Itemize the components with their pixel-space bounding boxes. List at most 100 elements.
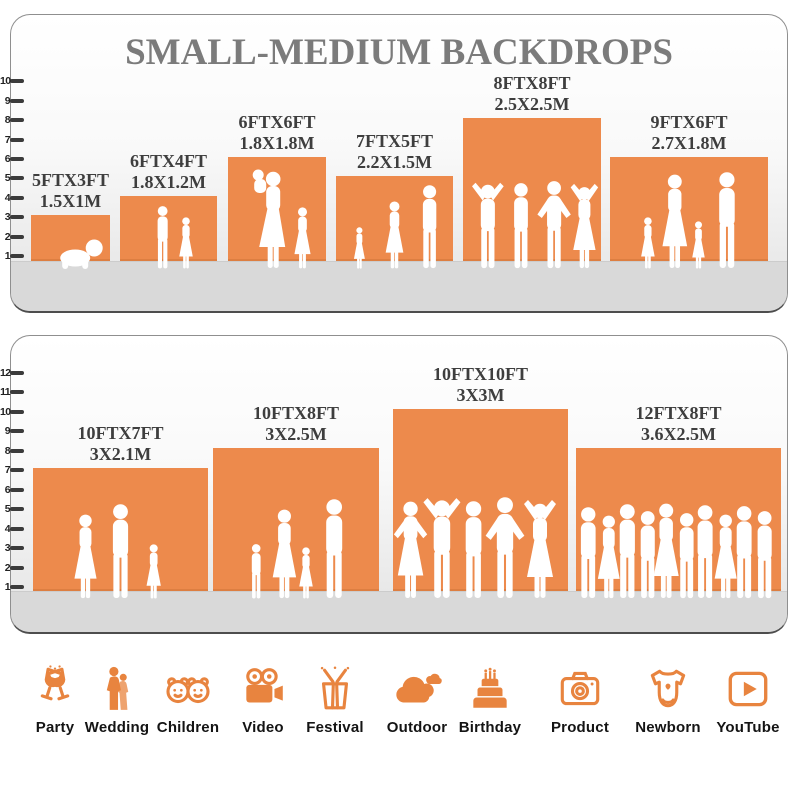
ruler-number: 7 [4,464,11,476]
woman-armsup-silhouette [570,183,599,269]
size-bar-7ftx5ft: 7FTX5FT 2.2X1.5M [336,131,453,269]
page-title: SMALL-MEDIUM BACKDROPS [125,32,673,73]
size-bar-10ftx10ft: 10FTX10FT 3X3M [393,364,568,599]
size-label-ft: 5FTX3FT [31,170,110,190]
ruler-tick [10,79,24,84]
category-festival: Festival [293,664,377,736]
size-label-ft: 10FTX10FT [432,364,529,384]
ruler-number: 12 [0,366,11,379]
category-outdoor: Outdoor [375,664,459,736]
woman-silhouette [272,509,297,599]
ruler-number: 2 [4,230,11,243]
people-silhouette [252,169,311,269]
people-silhouette [74,504,161,599]
outdoor-icon [392,664,442,714]
size-label: 10FTX10FT 3X3M [433,364,528,406]
girl-silhouette [146,544,161,599]
ruler-number: 2 [4,561,11,574]
festival-icon [310,664,360,714]
woman-silhouette [597,515,620,599]
girl-silhouette [294,207,311,269]
ruler-tick [10,234,24,239]
size-label-m: 2.2X1.5M [356,152,432,172]
youtube-icon [723,664,773,714]
size-bar-10ftx8ft: 10FTX8FT 3X2.5M [213,403,379,599]
size-label-ft: 10FTX8FT [252,403,340,423]
size-label-m: 3X3M [456,385,505,405]
ruler-number: 11 [0,386,11,398]
ruler-number: 10 [0,405,11,418]
ruler-tick [10,585,24,589]
girl-silhouette [353,227,365,269]
woman-silhouette [653,503,679,599]
size-label: 12FTX8FT 3.6X2.5M [635,403,721,445]
woman-hips-silhouette [393,501,428,599]
size-label: 8FTX8FT 2.5X2.5M [493,73,570,115]
size-label: 10FTX7FT 3X2.1M [77,423,163,465]
size-label: 10FTX8FT 3X2.5M [253,403,339,445]
woman-armsup-silhouette [524,500,556,598]
ruler-tick [10,526,24,531]
man-hips-silhouette [485,497,525,598]
floor-strip [11,591,787,632]
category-label: Product [550,719,610,736]
man-silhouette [757,511,772,599]
product-icon [555,664,605,714]
ruler-tick [10,215,24,220]
size-label-ft: 10FTX7FT [77,423,164,443]
size-bar-8ftx8ft: 8FTX8FT 2.5X2.5M [463,73,601,269]
size-bar-6ftx6ft: 6FTX6FT 1.8X1.8M [228,112,326,269]
people-silhouette [580,503,772,599]
man-silhouette [465,501,482,599]
category-video: Video [221,664,305,736]
size-label-m: 1.8X1.8M [239,133,315,153]
ruler-tick [10,546,24,550]
woman-silhouette [385,201,404,269]
size-label-m: 3.6X2.5M [640,424,716,444]
people-silhouette [60,239,103,269]
size-label-ft: 8FTX8FT [493,73,571,93]
man-silhouette [619,504,635,599]
ruler-number: 5 [4,172,11,185]
man-silhouette [112,504,129,599]
ruler-tick [10,118,24,123]
man-silhouette [640,511,655,599]
ruler-number: 1 [4,250,11,262]
category-party: Party [13,664,97,736]
category-label: Festival [306,719,364,736]
size-label-ft: 6FTX4FT [129,151,208,171]
small-sizes-panel: SMALL-MEDIUM BACKDROPS 5FTX3FT 1.5X1M 6FTX… [10,14,788,313]
size-label: 6FTX4FT 1.8X1.2M [130,151,207,193]
size-label-m: 2.7X1.8M [651,133,727,153]
ruler-number: 8 [4,444,11,457]
ruler-tick [10,157,24,161]
ruler-number: 4 [4,191,11,204]
man-silhouette [679,513,694,599]
man-armsup-silhouette [472,182,504,269]
size-label-m: 1.8X1.2M [130,172,206,192]
size-label-m: 3X2.1M [89,444,152,464]
people-silhouette [393,497,556,599]
woman-silhouette [662,174,688,269]
size-bar-5ftx3ft: 5FTX3FT 1.5X1M [31,170,110,269]
size-label: 9FTX6FT 2.7X1.8M [650,112,727,154]
woman-silhouette [74,514,97,599]
woman-silhouette [714,514,737,599]
category-product: Product [538,664,622,736]
category-label: Birthday [458,719,522,736]
ruler-number: 9 [4,425,11,437]
man-silhouette [514,183,528,269]
size-label-m: 2.5X2.5M [494,94,570,114]
people-silhouette [472,181,599,269]
man-silhouette [736,506,752,599]
people-silhouette [251,499,343,599]
woman-baby-silhouette [252,169,286,268]
people-silhouette [641,172,735,269]
ruler-tick [10,390,24,394]
girl-silhouette [179,217,193,269]
man-silhouette [326,499,343,598]
category-wedding: Wedding [75,664,159,736]
ruler-tick [10,370,24,375]
people-silhouette [157,206,193,269]
